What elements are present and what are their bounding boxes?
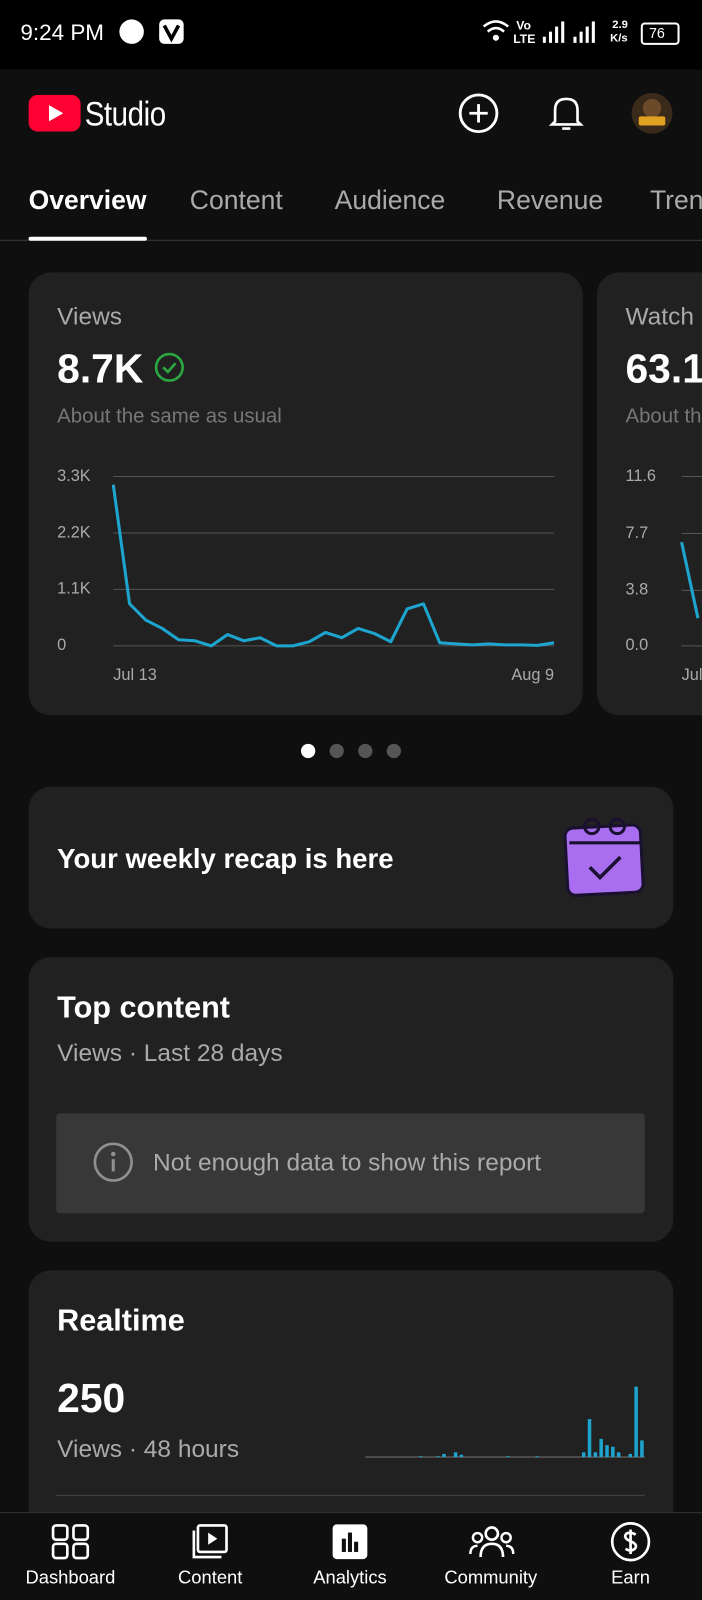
battery [640, 22, 680, 45]
net-speed-unit: K/s [610, 32, 628, 45]
volte: LTE [513, 31, 536, 46]
app-title: Studio [84, 94, 166, 134]
card-label: Views [57, 303, 123, 331]
bar [634, 1386, 638, 1458]
watch-card[interactable] [596, 272, 702, 716]
net-speed: 2.9 [612, 18, 628, 32]
section-subtitle: Views · Last 28 days [57, 1039, 283, 1068]
y-tick-label: 3.8 [625, 581, 648, 599]
signal-icon [542, 21, 595, 43]
status-icons [119, 19, 184, 44]
bar [611, 1446, 615, 1458]
dashboard-icon[interactable] [51, 1523, 90, 1560]
divider [56, 1494, 645, 1496]
battery-level: 76 [648, 24, 665, 41]
bar [605, 1445, 609, 1458]
y-tick-label: 2.2K [57, 523, 91, 541]
tab[interactable]: Content [189, 184, 283, 216]
y-tick-label: 0.0 [625, 636, 648, 654]
nav-label[interactable]: Earn [611, 1567, 650, 1588]
bar [628, 1453, 633, 1458]
card-label: Watch [625, 303, 694, 331]
status-bar [0, 0, 702, 70]
notifications-button[interactable] [547, 93, 586, 134]
bar [506, 1456, 510, 1458]
bar [599, 1438, 603, 1458]
bar [418, 1456, 423, 1458]
carousel-dots[interactable] [296, 741, 408, 761]
youtube-logo [28, 94, 81, 132]
bar [453, 1452, 458, 1458]
x-tick-label: Aug 9 [511, 666, 554, 684]
recap-text: Your weekly recap is here [57, 843, 394, 874]
tab[interactable]: Overview [28, 184, 147, 216]
card-value: 8.7K [57, 346, 144, 392]
section-title: Top content [57, 990, 231, 1025]
card-note: About th [625, 405, 702, 428]
nav-label[interactable]: Content [178, 1567, 243, 1588]
bar [459, 1454, 464, 1458]
nav-label[interactable]: Community [444, 1567, 538, 1588]
create-button[interactable] [458, 93, 499, 134]
bar [616, 1452, 621, 1458]
line-series [111, 484, 555, 648]
tab-indicator [28, 236, 147, 241]
x-tick-label: Jul [682, 666, 702, 684]
tab[interactable]: Tren [649, 184, 702, 216]
nav-label[interactable]: Dashboard [25, 1567, 116, 1588]
bar [587, 1419, 592, 1458]
card-note: About the same as usual [57, 405, 282, 428]
nav-label[interactable]: Analytics [313, 1567, 387, 1588]
recap-icon [563, 817, 645, 897]
line-series [680, 541, 700, 619]
y-tick-label: 0 [57, 636, 66, 654]
tab-divider [0, 239, 702, 241]
bar [593, 1452, 598, 1458]
realtime-value: 250 [57, 1376, 126, 1422]
clock: 9:24 PM [20, 19, 105, 45]
analytics-icon[interactable] [331, 1523, 370, 1560]
section-title: Realtime [57, 1304, 185, 1338]
community-icon[interactable] [468, 1523, 515, 1560]
y-tick-label: 7.7 [625, 524, 648, 542]
earn-icon[interactable] [610, 1521, 651, 1562]
x-tick-label: Jul 13 [113, 666, 157, 684]
bar [535, 1456, 539, 1458]
y-tick-label: 3.3K [57, 467, 91, 485]
bar [442, 1453, 446, 1458]
volte: Vo [516, 18, 532, 33]
y-tick-label: 1.1K [57, 580, 91, 598]
realtime-subtitle: Views · 48 hours [57, 1435, 240, 1464]
empty-state-box [56, 1113, 645, 1214]
card-value: 63.1 [625, 346, 702, 392]
wifi-icon [482, 20, 509, 41]
bar [436, 1456, 440, 1458]
info-icon [93, 1142, 133, 1182]
empty-state-message: Not enough data to show this report [153, 1148, 542, 1177]
content-icon[interactable] [191, 1523, 230, 1560]
y-tick-label: 11.6 [625, 467, 656, 485]
status-check [154, 352, 184, 382]
tab[interactable]: Revenue [496, 184, 604, 216]
account-avatar[interactable] [631, 92, 674, 135]
bar [640, 1440, 644, 1458]
bar [581, 1452, 586, 1458]
tab[interactable]: Audience [334, 184, 446, 216]
